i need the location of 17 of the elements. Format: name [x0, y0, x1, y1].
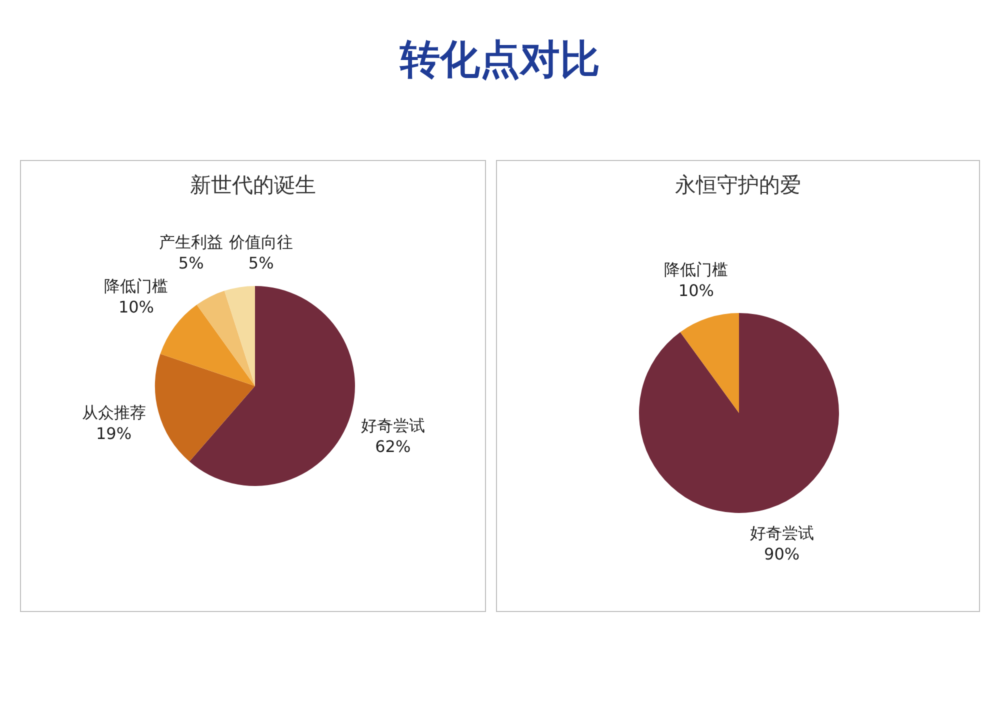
chart-subtitle: 永恒守护的爱 — [674, 172, 802, 199]
data-label: 62% — [375, 437, 411, 456]
data-label: 10% — [678, 280, 714, 300]
slice-label: 价值向往 — [228, 232, 294, 252]
slice-label: 好奇尝试 — [360, 416, 425, 436]
slice-label: 降低门槛 — [664, 260, 728, 279]
slice-label: 从众推荐 — [82, 402, 146, 422]
data-label: 5% — [248, 253, 274, 272]
data-label: 90% — [764, 544, 800, 564]
data-label: 19% — [96, 424, 132, 443]
chart-subtitle: 新世代的诞生 — [189, 172, 317, 199]
chart-title: 转化点对比 — [398, 36, 601, 85]
slice-label: 好奇尝试 — [750, 523, 814, 542]
data-label: 5% — [178, 254, 204, 273]
slice-label: 降低门槛 — [104, 276, 168, 296]
slice-label: 产生利益 — [159, 232, 224, 252]
data-label: 10% — [118, 298, 154, 317]
